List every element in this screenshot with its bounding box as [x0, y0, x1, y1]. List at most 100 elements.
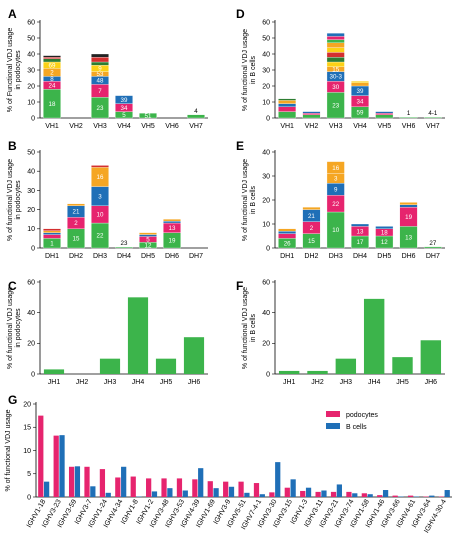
- panel-e-y-tick-label: 0: [266, 245, 270, 252]
- panel-g-bar-b-cells: [105, 492, 111, 497]
- panel-b-bar-segment: [43, 228, 61, 231]
- panel-a-bar-top-label: 4: [194, 108, 198, 115]
- panel-e-segment-label: 9: [334, 186, 338, 193]
- panel-d-bar-segment: [375, 111, 394, 114]
- panel-e-x-tick-label: DH6: [402, 253, 416, 260]
- panel-e-segment-label: 21: [308, 213, 315, 220]
- panel-e-bar-segment: [399, 202, 418, 205]
- panel-a-bar-segment: [91, 53, 109, 58]
- panel-d-bar-top-label: 4-1: [428, 110, 438, 117]
- panel-b-segment-label: 13: [169, 225, 176, 232]
- panel-e-bar-segment: [278, 231, 297, 234]
- panel-d-x-tick-label: VH7: [426, 123, 440, 130]
- panel-e-x-tick-label: DH7: [426, 253, 440, 260]
- panel-d-y-tick-label: 20: [262, 83, 270, 90]
- panel-d-y-tick-label: 30: [262, 67, 270, 74]
- panel-d-y-label: % of functional VDJ usage: [242, 29, 249, 111]
- panel-g-bar-podocytes: [223, 481, 229, 497]
- panel-f-x-tick-label: JH4: [368, 379, 381, 386]
- panel-d-bar-segment: [302, 113, 321, 115]
- panel-e-y-tick-label: 10: [262, 221, 270, 228]
- panel-g-bar-podocytes: [99, 469, 106, 497]
- panel-f-x-tick-label: JH3: [340, 379, 353, 386]
- panel-b-bar-segment: [139, 232, 157, 235]
- panel-f-letter: F: [236, 279, 243, 293]
- panel-g-bar-b-cells: [444, 490, 450, 497]
- panel-a-segment-label: 69: [49, 62, 56, 69]
- panel-a-y-label: % of Functional VDJ usage: [7, 28, 14, 113]
- panel-g-bar-b-cells: [74, 466, 81, 497]
- panel-b-segment-label: 16: [97, 174, 104, 181]
- panel-b-x-tick-label: DH2: [69, 253, 83, 260]
- panel-b-segment-label: 2: [74, 220, 78, 227]
- panel-g-bar-podocytes: [53, 435, 59, 497]
- panel-d-bar-segment: [302, 114, 321, 119]
- panel-g-bar-podocytes: [253, 483, 260, 497]
- panel-e-segment-label: 12: [381, 239, 388, 246]
- panel-b-bar-segment: [139, 234, 157, 237]
- panel-e-x-tick-label: DH4: [353, 253, 367, 260]
- panel-d-bar-segment: [351, 81, 369, 83]
- panel-g-y-tick-label: 20: [23, 401, 31, 408]
- panel-d-y-tick-label: 40: [262, 51, 270, 58]
- panel-g-bar-b-cells: [198, 468, 204, 497]
- panel-c-y-label: % of functional VDJ usage: [7, 287, 14, 369]
- panel-a-y-tick-label: 30: [27, 67, 35, 74]
- panel-e-segment-label: 13: [405, 234, 412, 241]
- panel-g-bar-b-cells: [275, 462, 281, 497]
- panel-d-segment-label: 30: [332, 84, 339, 91]
- panel-c-x-tick-label: JH4: [132, 379, 145, 386]
- panel-g-bar-podocytes: [130, 476, 136, 497]
- panel-d-bar-segment: [278, 111, 297, 119]
- panel-a-y-tick-label: 40: [27, 51, 35, 58]
- panel-g-bar-b-cells: [151, 491, 158, 497]
- panel-d-x-tick-label: VH1: [280, 123, 294, 130]
- panel-g-y-label: % of functional VDJ usage: [5, 409, 12, 491]
- panel-g-legend-label: podocytes: [346, 412, 378, 419]
- panel-b-letter: B: [8, 139, 17, 153]
- panel-b-segment-label: 22: [97, 233, 104, 240]
- panel-f-bar: [307, 370, 328, 374]
- panel-f-y-tick-label: 0: [266, 371, 270, 378]
- panel-g-bar-b-cells: [352, 493, 358, 497]
- panel-a-segment-label: 51: [145, 113, 152, 120]
- panel-e-segment-label: 18: [381, 230, 388, 237]
- panel-e-segment-label: 19: [405, 214, 412, 221]
- panel-c-x-tick-label: JH5: [160, 379, 173, 386]
- panel-e-segment-label: 26: [284, 240, 291, 247]
- panel-g-bar-podocytes: [361, 493, 367, 497]
- panel-e-segment-label: 22: [332, 201, 339, 208]
- panel-e-bar-segment: [326, 161, 345, 174]
- panel-c-bar: [43, 369, 65, 374]
- panel-a-segment-label: 23: [97, 105, 104, 112]
- panel-g-legend-swatch: [326, 423, 340, 429]
- panel-b-segment-label: 1: [50, 240, 54, 247]
- panel-g-bar-podocytes: [207, 481, 213, 497]
- panel-a-y-tick-label: 60: [27, 19, 35, 26]
- panel-g-bar-podocytes: [269, 492, 275, 497]
- panel-a-y-label: in podocytes: [15, 50, 22, 90]
- panel-e-bar-segment: [351, 223, 369, 227]
- panel-g-bar-b-cells: [44, 481, 50, 497]
- panel-b-segment-label: 19: [169, 238, 176, 245]
- panel-c-bar: [127, 297, 149, 374]
- panel-g-bar-b-cells: [182, 490, 188, 497]
- panel-g-bar-podocytes: [115, 477, 121, 497]
- panel-g-bar-podocytes: [38, 415, 44, 497]
- panel-f-x-tick-label: JH1: [283, 379, 296, 386]
- panel-g-bar-b-cells: [321, 490, 327, 497]
- panel-e-y-tick-label: 20: [262, 197, 270, 204]
- panel-a-bar-segment: [43, 55, 61, 58]
- panel-g-bar-b-cells: [290, 479, 296, 497]
- panel-a-segment-label: 53: [97, 71, 104, 78]
- panel-e-x-tick-label: DH2: [304, 253, 318, 260]
- panel-f-bar: [278, 370, 300, 374]
- panel-a-bar-segment: [91, 57, 109, 63]
- panel-a-x-tick-label: VH4: [117, 123, 131, 130]
- panel-g-bar-b-cells: [382, 490, 389, 497]
- panel-f-y-tick-label: 40: [262, 310, 270, 317]
- panel-d-bar-segment: [423, 117, 442, 119]
- panel-f-bar: [420, 340, 442, 374]
- panel-d-segment-label: 39: [357, 88, 364, 95]
- panel-d-bar-segment: [326, 61, 345, 67]
